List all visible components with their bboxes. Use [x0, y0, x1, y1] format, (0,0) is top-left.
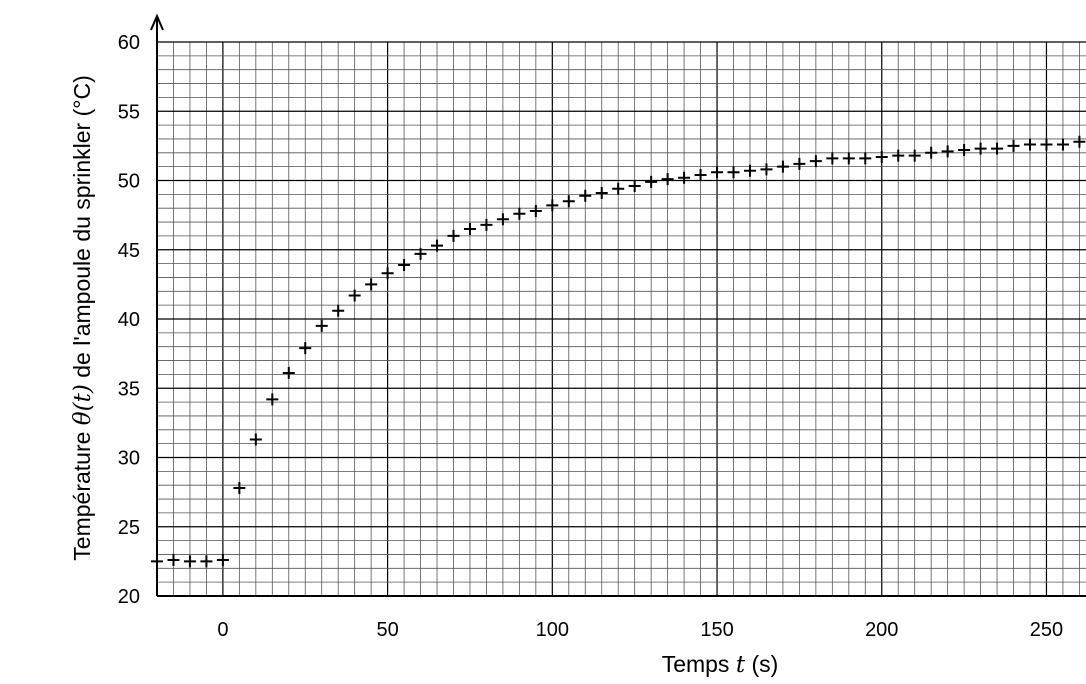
y-tick-label: 60 [118, 32, 140, 54]
data-point [974, 142, 987, 155]
data-point [513, 207, 526, 220]
data-point [958, 144, 971, 157]
data-point [612, 182, 625, 195]
data-point [908, 149, 921, 162]
data-point [711, 166, 724, 179]
data-point [1073, 135, 1086, 148]
y-axis-title: Température θ(t) de l'ampoule du sprinkl… [69, 75, 96, 560]
data-point [628, 180, 641, 193]
data-point [859, 152, 872, 165]
data-point [463, 222, 476, 235]
data-point [266, 393, 279, 406]
data-point [727, 166, 740, 179]
data-point [991, 142, 1004, 155]
data-point [826, 152, 839, 165]
axes [150, 13, 1086, 597]
y-axis-arrow-icon [150, 13, 164, 31]
y-tick-label: 30 [118, 448, 140, 470]
data-point [875, 150, 888, 163]
data-point [842, 152, 855, 165]
data-point [447, 229, 460, 242]
data-point [431, 239, 444, 252]
data-point [414, 247, 427, 260]
data-point [661, 173, 674, 186]
data-point [562, 195, 575, 208]
x-tick-label: 0 [217, 619, 228, 641]
y-tick-label: 40 [118, 309, 140, 331]
data-point [776, 160, 789, 173]
data-point [233, 481, 246, 494]
data-point [546, 199, 559, 212]
data-point [315, 319, 328, 332]
data-point [809, 155, 822, 168]
grid [156, 41, 1086, 597]
data-point [381, 267, 394, 280]
data-point [678, 171, 691, 184]
y-tick-label: 35 [118, 378, 140, 400]
data-point [299, 342, 312, 355]
y-tick-label: 20 [118, 586, 140, 608]
data-point [167, 553, 180, 566]
data-point [694, 168, 707, 181]
data-point [1040, 138, 1053, 151]
data-point [743, 164, 756, 177]
y-tick-label: 50 [118, 171, 140, 193]
data-point [793, 157, 806, 170]
data-point [282, 367, 295, 380]
x-tick-label: 150 [700, 619, 733, 641]
data-point [496, 213, 509, 226]
x-axis-title: Temps t (s) [662, 651, 779, 678]
data-point [480, 218, 493, 231]
data-point [595, 186, 608, 199]
data-point [941, 145, 954, 158]
y-tick-label: 25 [118, 517, 140, 539]
data-point [183, 555, 196, 568]
data-point [398, 258, 411, 271]
x-tick-label: 100 [536, 619, 569, 641]
y-tick-labels: 20 25 30 35 40 45 50 55 60 [118, 32, 140, 608]
x-tick-label: 250 [1030, 619, 1063, 641]
data-point [332, 304, 345, 317]
data-point [200, 555, 213, 568]
data-point [216, 553, 229, 566]
x-tick-label: 200 [865, 619, 898, 641]
data-point [645, 175, 658, 188]
data-point [1056, 138, 1069, 151]
data-point [925, 146, 938, 159]
data-point [892, 149, 905, 162]
data-point [348, 289, 361, 302]
data-point [760, 163, 773, 176]
y-tick-label: 55 [118, 101, 140, 123]
data-point [1024, 138, 1036, 151]
data-point [579, 189, 592, 202]
data-point [529, 204, 542, 217]
y-tick-label: 45 [118, 240, 140, 262]
data-point [249, 433, 262, 446]
x-tick-label: 50 [376, 619, 398, 641]
data-point [365, 278, 378, 291]
data-point [1007, 139, 1020, 152]
data-point [151, 555, 163, 568]
data-points [151, 135, 1086, 568]
x-tick-labels: 0 50 100 150 200 250 [217, 619, 1063, 641]
